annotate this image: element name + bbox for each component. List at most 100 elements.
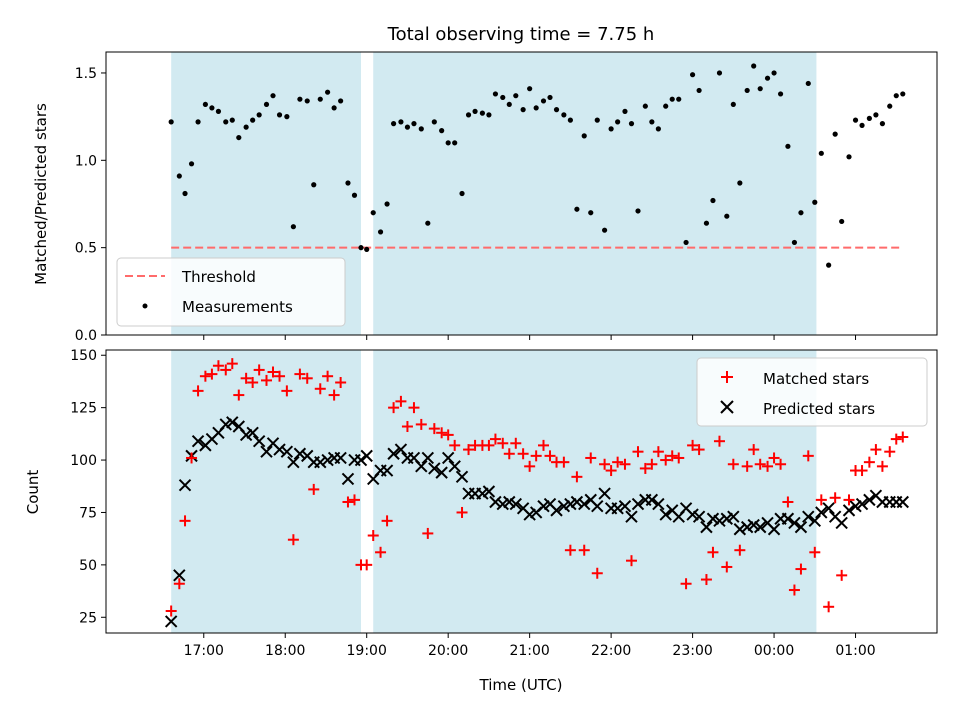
- legend-threshold-label: Threshold: [181, 268, 256, 286]
- matched-stars-point: [605, 465, 617, 477]
- measurement-point: [744, 87, 750, 94]
- matched-stars-point: [713, 435, 725, 447]
- measurement-point: [602, 227, 608, 233]
- matched-stars-point: [530, 450, 542, 462]
- matched-stars-point: [428, 423, 440, 435]
- matched-stars-point: [301, 372, 313, 384]
- predicted-stars-point: [645, 493, 659, 507]
- measurement-point: [331, 105, 337, 111]
- matched-stars-point: [308, 483, 320, 495]
- predicted-stars-point: [842, 504, 856, 517]
- matched-stars-point: [571, 471, 583, 483]
- top-y-tick-label: 1.5: [75, 66, 97, 82]
- measurement-point: [506, 101, 512, 108]
- measurement-point: [757, 86, 763, 92]
- matched-stars-point: [517, 448, 529, 460]
- matched-stars-point: [381, 515, 393, 527]
- measurement-point: [737, 180, 743, 186]
- measurement-point: [879, 121, 886, 127]
- measurement-point: [724, 213, 730, 219]
- measurement-point: [325, 89, 331, 95]
- measurement-point: [188, 161, 195, 167]
- measurement-point: [370, 210, 376, 216]
- measurement-point: [689, 72, 696, 78]
- bottom-x-tick-label: 22:00: [591, 643, 631, 659]
- matched-stars-point: [870, 444, 882, 456]
- top-legend: Threshold Measurements: [116, 257, 346, 327]
- predicted-stars-point: [652, 497, 665, 511]
- measurement-point: [304, 98, 310, 104]
- predicted-stars-point: [788, 516, 801, 530]
- predicted-stars-point: [767, 523, 781, 536]
- measurement-point: [411, 121, 417, 127]
- matched-stars-point: [754, 458, 766, 470]
- predicted-stars-point: [415, 460, 428, 473]
- measurement-point: [622, 108, 628, 114]
- matched-stars-point: [680, 578, 692, 590]
- measurement-point: [338, 98, 344, 104]
- matched-stars-point: [206, 368, 218, 380]
- predicted-stars-point: [178, 479, 192, 492]
- measurement-point: [832, 131, 838, 137]
- matched-stars-point: [281, 385, 293, 397]
- bottom-axes-frame: [105, 349, 938, 634]
- measurement-point: [500, 94, 506, 101]
- predicted-stars-point: [781, 512, 795, 525]
- measurement-point: [317, 96, 323, 102]
- matched-stars-point: [829, 492, 841, 504]
- predicted-stars-point: [713, 514, 726, 528]
- matched-stars-point: [294, 368, 306, 380]
- matched-stars-point: [173, 578, 185, 590]
- matched-stars-point: [544, 450, 556, 462]
- predicted-stars-point: [611, 502, 624, 515]
- counts-layer: [164, 358, 909, 628]
- measurement-point: [431, 119, 437, 125]
- predicted-stars-point: [421, 451, 435, 465]
- matched-stars-point: [856, 465, 868, 477]
- predicted-stars-point: [509, 497, 523, 511]
- measurement-point: [195, 119, 201, 125]
- measurement-point: [398, 119, 404, 125]
- predicted-stars-point: [631, 497, 645, 511]
- measurement-point: [608, 126, 614, 132]
- measurement-point: [574, 206, 580, 212]
- top-shaded-spans: [171, 52, 817, 335]
- legend-predicted-swatch: [720, 400, 734, 414]
- predicted-stars-point: [489, 495, 502, 509]
- measurement-point: [390, 121, 397, 127]
- bottom-y-tick-label: 25: [79, 610, 97, 626]
- matched-stars-point: [721, 561, 733, 573]
- top-panel: 0.0 0.5 1.0 1.5 Matched/Predicted stars Thr…: [32, 51, 938, 344]
- matched-stars-point: [449, 439, 461, 451]
- measurement-point: [209, 105, 215, 111]
- measurement-point: [202, 101, 208, 108]
- measurement-point: [527, 86, 533, 92]
- predicted-stars-point: [578, 497, 591, 511]
- measurement-point: [284, 114, 290, 120]
- measurement-point: [771, 70, 777, 76]
- matched-stars-point: [287, 534, 299, 546]
- matched-stars-point: [782, 496, 794, 508]
- matched-stars-point: [884, 446, 896, 458]
- bottom-x-tick-label: 21:00: [509, 643, 549, 659]
- measurement-point: [710, 197, 716, 204]
- top-axes-frame: [105, 51, 938, 336]
- matched-stars-point: [585, 452, 597, 464]
- predicted-stars-point: [252, 434, 266, 448]
- bottom-legend: Matched stars Predicted stars: [696, 357, 928, 427]
- predicted-stars-point: [727, 510, 740, 523]
- measurement-point: [655, 126, 661, 132]
- matched-stars-point: [809, 546, 821, 558]
- matched-stars-point: [489, 433, 501, 445]
- measurement-point: [628, 121, 635, 127]
- measurement-point: [540, 98, 547, 104]
- top-axes: 0.0 0.5 1.0 1.5: [75, 51, 938, 344]
- matched-stars-point: [741, 460, 753, 472]
- measurement-point: [649, 119, 655, 125]
- measurement-point: [866, 115, 872, 121]
- matched-stars-point: [314, 383, 326, 395]
- measurement-point: [364, 246, 370, 253]
- matched-stars-point: [192, 385, 204, 397]
- matched-stars-point: [247, 376, 259, 388]
- measurement-point: [439, 128, 445, 134]
